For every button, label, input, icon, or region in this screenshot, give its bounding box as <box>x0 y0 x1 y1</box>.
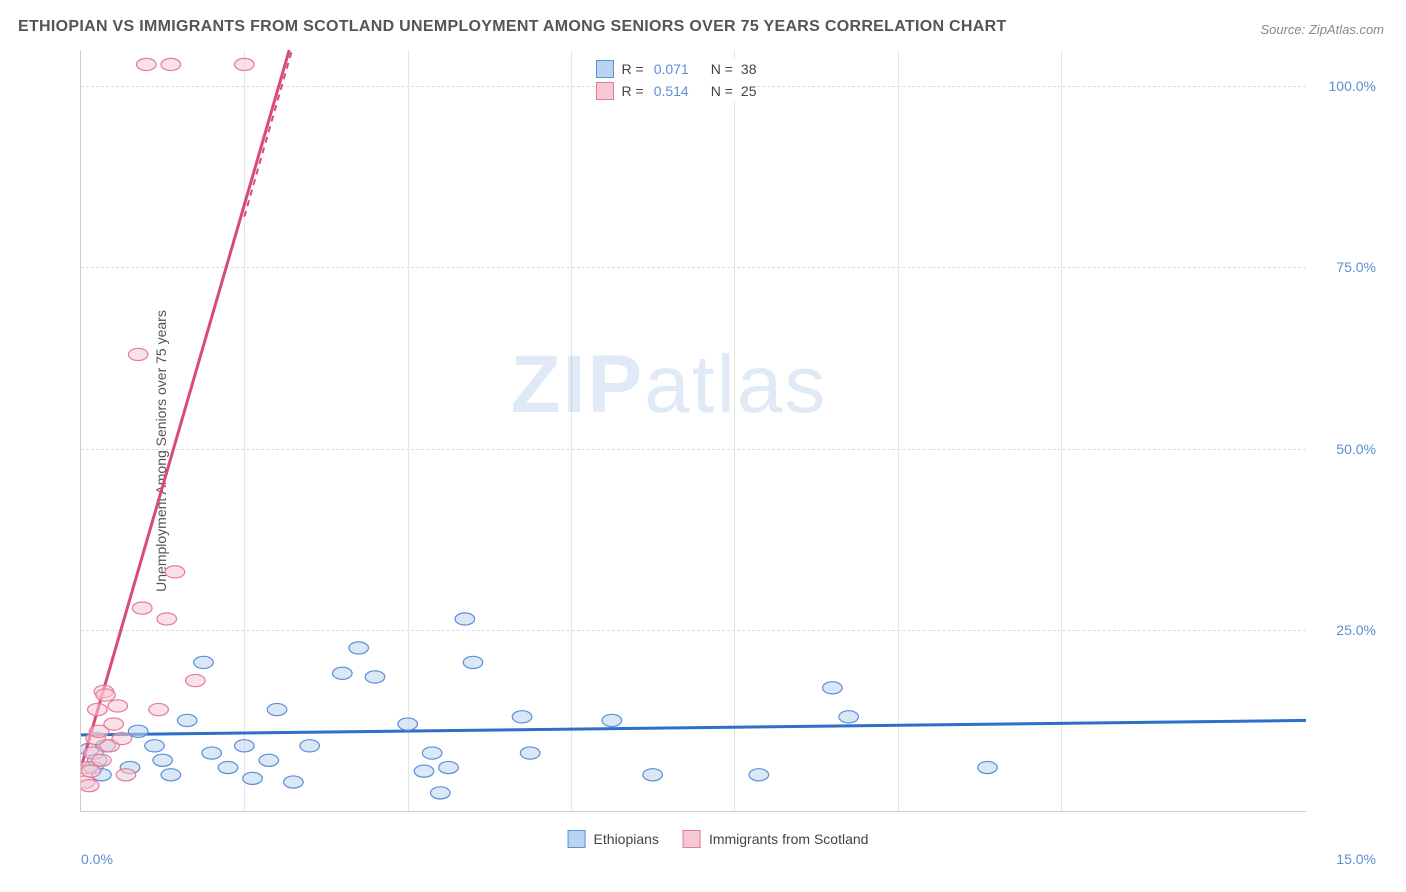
legend-swatch <box>568 830 586 848</box>
legend-series-item: Ethiopians <box>568 830 659 848</box>
data-point <box>602 714 622 726</box>
legend-series-label: Ethiopians <box>594 831 659 847</box>
data-point <box>157 613 177 625</box>
data-point <box>243 772 263 784</box>
legend-n-label: N = <box>711 83 733 99</box>
data-point <box>81 780 99 792</box>
y-tick-label: 50.0% <box>1316 441 1376 457</box>
data-point <box>520 747 540 759</box>
legend-series-item: Immigrants from Scotland <box>683 830 869 848</box>
data-point <box>108 700 128 712</box>
data-point <box>643 769 663 781</box>
data-point <box>333 667 353 679</box>
data-point <box>96 689 116 701</box>
legend-correlation-row: R = 0.071 N = 38 <box>596 58 757 80</box>
data-point <box>165 566 185 578</box>
data-point <box>218 761 238 773</box>
data-point <box>259 754 279 766</box>
data-point <box>235 740 255 752</box>
data-point <box>978 761 998 773</box>
data-point <box>81 765 101 777</box>
data-point <box>92 754 112 766</box>
legend-n-label: N = <box>711 61 733 77</box>
data-point <box>128 348 148 360</box>
x-tick-label: 0.0% <box>81 851 113 867</box>
data-point <box>512 711 532 723</box>
y-tick-label: 75.0% <box>1316 259 1376 275</box>
data-point <box>104 718 124 730</box>
data-point <box>161 769 181 781</box>
legend-swatch <box>596 60 614 78</box>
source-attribution: Source: ZipAtlas.com <box>1260 22 1384 37</box>
legend-swatch <box>596 82 614 100</box>
data-point <box>463 656 483 668</box>
data-point <box>414 765 434 777</box>
trend-line <box>81 50 289 768</box>
data-point <box>398 718 418 730</box>
data-point <box>177 714 197 726</box>
data-point <box>149 703 169 715</box>
data-point <box>186 674 206 686</box>
x-tick-label: 15.0% <box>1336 851 1376 867</box>
trend-line <box>81 720 1306 734</box>
data-point <box>839 711 859 723</box>
data-point <box>439 761 459 773</box>
data-point <box>235 58 255 70</box>
data-point <box>431 787 451 799</box>
data-point <box>112 732 132 744</box>
legend-correlation-row: R = 0.514 N = 25 <box>596 80 757 102</box>
data-point <box>132 602 152 614</box>
data-point <box>349 642 369 654</box>
scatter-svg <box>81 50 1306 811</box>
legend-r-label: R = <box>622 83 644 99</box>
plot-area: ZIPatlas R =0.071N = 38R =0.514N = 25 25… <box>80 50 1306 812</box>
data-point <box>145 740 165 752</box>
data-point <box>422 747 442 759</box>
data-point <box>137 58 157 70</box>
data-point <box>88 703 108 715</box>
data-point <box>455 613 475 625</box>
data-point <box>161 58 181 70</box>
data-point <box>749 769 769 781</box>
legend-series: Ethiopians Immigrants from Scotland <box>568 830 869 848</box>
legend-r-value: 0.514 <box>654 83 689 99</box>
data-point <box>267 703 287 715</box>
data-point <box>823 682 843 694</box>
legend-correlation: R = 0.071 N = 38 R = 0.514 N = 25 <box>596 58 757 102</box>
data-point <box>153 754 173 766</box>
data-point <box>202 747 222 759</box>
data-point <box>116 769 136 781</box>
y-tick-label: 25.0% <box>1316 622 1376 638</box>
legend-n-value: 38 <box>741 61 757 77</box>
chart-container: Unemployment Among Seniors over 75 years… <box>50 50 1386 852</box>
data-point <box>284 776 304 788</box>
legend-swatch <box>683 830 701 848</box>
legend-r-label: R = <box>622 61 644 77</box>
legend-series-label: Immigrants from Scotland <box>709 831 869 847</box>
data-point <box>194 656 214 668</box>
y-tick-label: 100.0% <box>1316 78 1376 94</box>
data-point <box>365 671 385 683</box>
data-point <box>300 740 320 752</box>
legend-r-value: 0.071 <box>654 61 689 77</box>
chart-title: ETHIOPIAN VS IMMIGRANTS FROM SCOTLAND UN… <box>18 18 1007 36</box>
legend-n-value: 25 <box>741 83 757 99</box>
data-point <box>128 725 148 737</box>
